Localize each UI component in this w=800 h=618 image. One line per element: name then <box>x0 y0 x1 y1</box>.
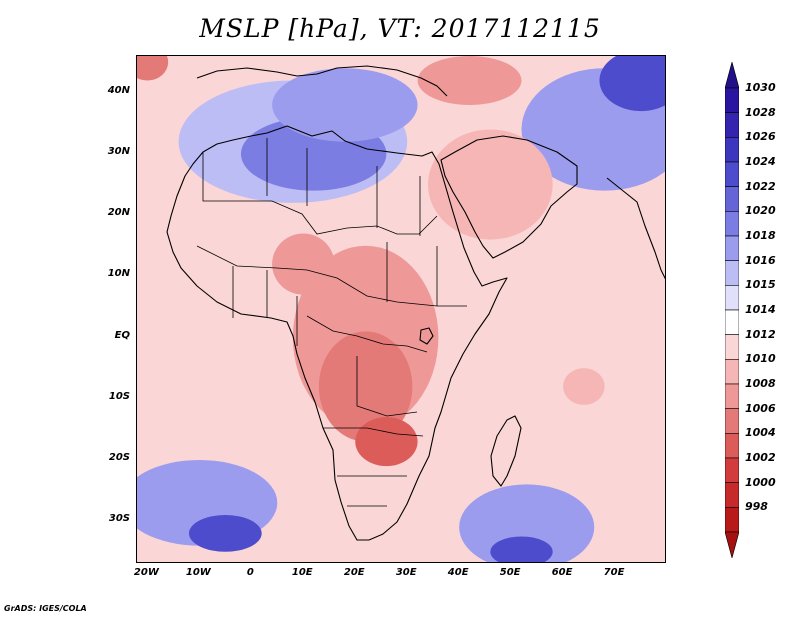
country-borders-layer <box>196 138 467 507</box>
coastline-layer <box>166 65 665 541</box>
lon-tick-label: 70E <box>603 567 625 578</box>
map-title: MSLP [hPa], VT: 2017112115 <box>199 14 601 43</box>
colorbar-swatch <box>725 211 739 237</box>
colorbar-swatch <box>725 285 739 311</box>
colorbar-swatch <box>725 137 739 163</box>
colorbar-swatch <box>725 186 739 212</box>
lat-tick-label: 30N <box>107 145 130 157</box>
pressure-region-arabia-low <box>427 129 553 240</box>
grads-credit: GrADS: IGES/COLA <box>4 604 87 613</box>
lon-tick-label: 30E <box>395 567 417 578</box>
colorbar-swatch <box>725 260 739 286</box>
pressure-region-mediterranean-east-low <box>417 56 522 105</box>
pressure-region-central-asia-high-core <box>599 56 665 112</box>
lat-tick-label: 40N <box>107 84 130 96</box>
lon-tick-label: 50E <box>499 567 521 578</box>
lon-tick-label: 40E <box>447 567 469 578</box>
colorbar-level-label: 1026 <box>745 130 776 144</box>
colorbar-bottom-arrow <box>725 531 739 558</box>
lat-tick-label: 20S <box>108 451 130 463</box>
pressure-region-sahel-low <box>272 233 335 295</box>
pressure-region-sw-atlantic-high-core <box>188 515 262 552</box>
colorbar-top-arrow <box>725 62 739 89</box>
pressure-region-african-low-core <box>318 331 413 442</box>
lat-tick-label: 10S <box>108 390 130 402</box>
colorbar-level-label: 1010 <box>745 352 776 366</box>
colorbar-level-label: 1006 <box>745 401 776 415</box>
colorbar-swatch <box>725 235 739 261</box>
colorbar-level-label: 1002 <box>745 451 776 464</box>
colorbar-level-label: 1030 <box>745 81 776 94</box>
country-border <box>202 152 438 235</box>
pressure-region-s-indian-high-core <box>490 536 553 562</box>
colorbar-level-label: 1014 <box>745 303 776 316</box>
country-border <box>196 245 467 307</box>
lon-tick-label: 20W <box>133 567 159 578</box>
colorbar-swatch <box>725 383 739 409</box>
lon-tick-label: 60E <box>551 567 573 578</box>
india-coastline <box>606 177 665 280</box>
arabia-coastline <box>440 135 578 259</box>
colorbar-swatch <box>725 309 739 335</box>
colorbar <box>725 62 739 558</box>
country-border <box>323 427 424 507</box>
colorbar-swatch <box>725 359 739 385</box>
africa-coastline <box>166 125 508 541</box>
lon-tick-label: 0 <box>246 567 254 578</box>
lat-tick-label: 10N <box>107 268 130 280</box>
colorbar-swatch <box>725 482 739 508</box>
colorbar-level-label: 1000 <box>745 475 776 489</box>
lon-tick-label: 10E <box>291 567 313 578</box>
colorbar-swatch <box>725 161 739 187</box>
colorbar-swatch <box>725 112 739 138</box>
lat-tick-label: 30S <box>108 513 130 525</box>
country-border <box>232 242 438 346</box>
colorbar-swatch <box>725 433 739 459</box>
colorbar-level-label: 1015 <box>745 278 776 292</box>
pressure-region-mediterranean-high <box>272 68 418 142</box>
mslp-map <box>137 56 665 562</box>
pressure-field-layer <box>137 56 665 562</box>
colorbar-swatch <box>725 457 739 483</box>
pressure-region-s-indian-high-outer <box>459 484 595 562</box>
colorbar-swatch <box>725 87 739 113</box>
colorbar-level-label: 1012 <box>745 327 776 341</box>
pressure-region-nw-atlantic-low <box>137 56 169 81</box>
lat-tick-label: 20N <box>107 207 130 219</box>
colorbar-level-label: 1022 <box>745 179 776 193</box>
lon-tick-label: 10W <box>185 567 211 578</box>
madagascar-coastline <box>490 415 522 487</box>
map-plot-area <box>136 55 666 563</box>
colorbar-swatch <box>725 408 739 434</box>
colorbar-level-label: 1028 <box>745 105 776 119</box>
colorbar-swatch <box>725 507 739 533</box>
colorbar-level-label: 1020 <box>745 204 776 218</box>
colorbar-swatch <box>725 334 739 360</box>
lon-tick-label: 20E <box>343 567 365 578</box>
colorbar-level-label: 1024 <box>745 155 776 168</box>
colorbar-level-label: 998 <box>745 500 768 514</box>
lake-victoria <box>419 327 434 345</box>
colorbar-level-label: 1016 <box>745 253 776 267</box>
pressure-region-indian-ocean-low <box>563 368 605 405</box>
pressure-region-southern-africa-low <box>355 417 418 467</box>
country-border <box>266 138 421 236</box>
europe-coastline <box>196 65 448 97</box>
lat-tick-label: EQ <box>114 329 130 341</box>
colorbar-level-label: 1008 <box>745 377 776 390</box>
colorbar-level-label: 1004 <box>745 426 776 440</box>
colorbar-level-label: 1018 <box>745 229 776 242</box>
country-border <box>306 315 428 417</box>
